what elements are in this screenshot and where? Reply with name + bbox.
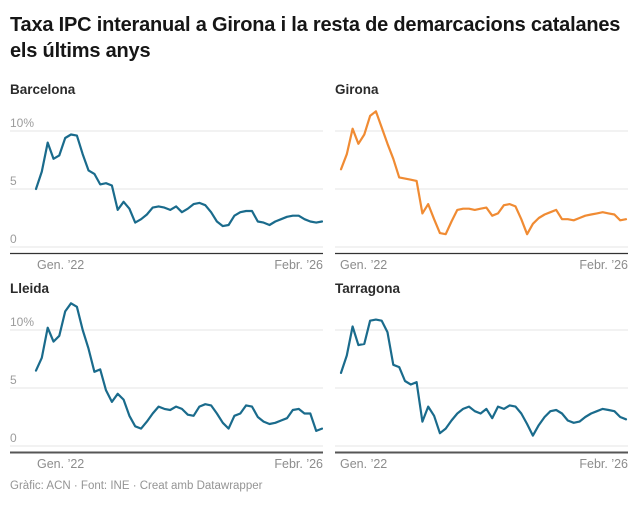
y-tick-label: 10% xyxy=(10,116,34,130)
y-tick-label: 0 xyxy=(10,232,17,246)
x-axis-barcelona: Gen. ’22 Febr. ’26 xyxy=(10,258,323,273)
attribution: Gràfic: ACN · Font: INE · Creat amb Data… xyxy=(10,479,263,492)
x-tick-end: Febr. ’26 xyxy=(274,456,323,471)
series-line-tarragona xyxy=(339,318,628,437)
x-tick-start: Gen. ’22 xyxy=(37,258,85,272)
panel-tarragona: Tarragona Gen. ’22 Febr. ’26 xyxy=(335,281,628,472)
panel-title-tarragona: Tarragona xyxy=(335,280,401,296)
x-axis-girona: Gen. ’22 Febr. ’26 xyxy=(335,258,628,273)
series-line-girona xyxy=(339,110,628,236)
y-tick-label: 5 xyxy=(10,373,17,387)
x-axis-lleida: Gen. ’22 Febr. ’26 xyxy=(10,456,323,472)
line-chart-girona xyxy=(335,110,628,255)
y-tick-label: 10% xyxy=(10,315,34,329)
panel-girona: Girona Gen. ’22 Febr. ’26 xyxy=(335,82,628,273)
chart-title: Taxa IPC interanual a Girona i la resta … xyxy=(10,14,621,62)
x-tick-start: Gen. ’22 xyxy=(37,456,85,471)
x-axis-tarragona: Gen. ’22 Febr. ’26 xyxy=(335,456,628,472)
panel-title-lleida: Lleida xyxy=(10,280,50,296)
line-chart-tarragona xyxy=(335,318,628,454)
small-multiples-grid: Barcelona 10% 5 0 Gen. ’22 Febr. ’26 Giron… xyxy=(10,82,630,472)
x-tick-start: Gen. ’22 xyxy=(340,456,388,471)
x-tick-end: Febr. ’26 xyxy=(579,456,628,471)
y-tick-label: 0 xyxy=(10,431,17,445)
x-tick-end: Febr. ’26 xyxy=(579,258,628,272)
line-chart-barcelona: 10% 5 0 xyxy=(10,116,323,255)
series-line-lleida xyxy=(34,301,323,432)
line-chart-lleida: 10% 5 0 xyxy=(10,301,323,454)
series-line-barcelona xyxy=(34,133,323,228)
panel-barcelona: Barcelona 10% 5 0 Gen. ’22 Febr. ’26 xyxy=(10,82,323,273)
panel-title-girona: Girona xyxy=(335,82,379,97)
panel-lleida: Lleida 10% 5 0 Gen. ’22 Febr. ’26 xyxy=(10,281,323,472)
y-tick-label: 5 xyxy=(10,174,17,188)
x-tick-start: Gen. ’22 xyxy=(340,258,388,272)
panel-title-barcelona: Barcelona xyxy=(10,82,76,97)
x-tick-end: Febr. ’26 xyxy=(274,258,323,272)
